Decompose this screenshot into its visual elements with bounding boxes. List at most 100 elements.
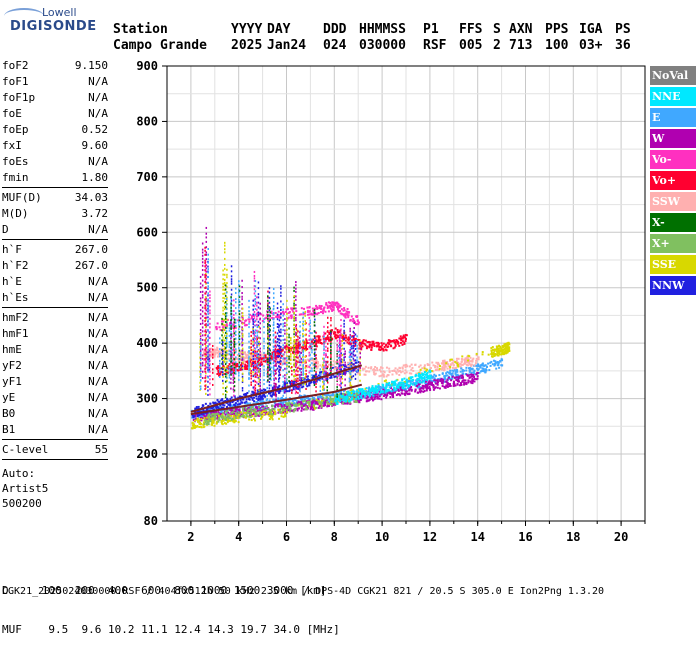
echo-streak-point xyxy=(235,292,237,294)
data-point-nne xyxy=(351,398,353,400)
data-point-nnw xyxy=(256,398,258,400)
data-point-w xyxy=(385,397,387,399)
data-point-e xyxy=(438,374,440,376)
echo-streak-point xyxy=(288,344,290,346)
data-point-ssw xyxy=(328,364,330,366)
data-point-w xyxy=(431,384,433,386)
x-tick-label: 20 xyxy=(614,530,628,544)
echo-streak-point xyxy=(233,330,235,332)
data-point-vo- xyxy=(217,322,219,324)
data-point-x- xyxy=(283,407,285,409)
data-point-ssw xyxy=(453,364,455,366)
echo-streak-point xyxy=(239,355,241,357)
data-point-x- xyxy=(265,409,267,411)
data-point-x- xyxy=(317,400,319,402)
echo-streak-point xyxy=(325,364,327,366)
data-point-w xyxy=(318,407,320,409)
data-point-nnw xyxy=(284,383,286,385)
data-point-vo- xyxy=(301,307,303,309)
data-point-nnw xyxy=(271,395,273,397)
data-point-nne xyxy=(424,376,426,378)
data-point-w xyxy=(298,407,300,409)
data-point-e xyxy=(380,388,382,390)
data-point-e xyxy=(487,363,489,365)
data-point-vo- xyxy=(364,343,366,345)
data-point-vo- xyxy=(260,359,262,361)
data-point-ssw xyxy=(379,369,381,371)
data-point-x- xyxy=(301,405,303,407)
data-point-x- xyxy=(258,411,260,413)
y-tick-label: 900 xyxy=(136,59,158,73)
data-point-vo- xyxy=(282,311,284,313)
echo-streak-point xyxy=(222,376,224,378)
data-point-vo- xyxy=(229,363,231,365)
data-point-x- xyxy=(279,411,281,413)
data-point-e xyxy=(480,370,482,372)
echo-streak-point xyxy=(343,323,345,325)
echo-streak-point xyxy=(258,302,260,304)
data-point-nne xyxy=(427,377,429,379)
data-point-e xyxy=(484,371,486,373)
data-point-w xyxy=(224,414,226,416)
data-point-w xyxy=(429,388,431,390)
data-point-sse xyxy=(498,345,500,347)
echo-streak-point xyxy=(295,281,297,283)
data-point-w xyxy=(469,381,471,383)
data-point-w xyxy=(426,385,428,387)
data-point-x- xyxy=(323,399,325,401)
data-point-vo- xyxy=(345,337,347,339)
echo-streak-point xyxy=(235,348,237,350)
data-point-sse xyxy=(491,353,493,355)
data-point-vo- xyxy=(244,320,246,322)
data-point-sse xyxy=(200,423,202,425)
data-point-nnw xyxy=(237,400,239,402)
echo-streak-point xyxy=(305,370,307,372)
data-point-w xyxy=(461,377,463,379)
data-point-sse xyxy=(269,418,271,420)
data-point-w xyxy=(442,383,444,385)
data-point-nne xyxy=(346,391,348,393)
data-point-w xyxy=(380,398,382,400)
data-point-w xyxy=(476,373,478,375)
data-point-vo- xyxy=(320,342,322,344)
data-point-x- xyxy=(342,402,344,404)
data-point-nnw xyxy=(246,392,248,394)
data-point-nne xyxy=(386,383,388,385)
data-point-vo- xyxy=(328,301,330,303)
data-point-x- xyxy=(226,410,228,412)
echo-streak-point xyxy=(235,312,237,314)
data-point-vo- xyxy=(322,312,324,314)
data-point-nne xyxy=(374,389,376,391)
data-point-w xyxy=(473,376,475,378)
echo-streak-point xyxy=(349,363,351,365)
echo-streak-point xyxy=(221,318,223,320)
data-point-sse xyxy=(503,352,505,354)
data-point-ssw xyxy=(427,364,429,366)
echo-streak-point xyxy=(343,338,345,340)
echo-streak-point xyxy=(229,366,231,368)
data-point-e xyxy=(382,386,384,388)
data-point-ssw xyxy=(442,363,444,365)
echo-streak-point xyxy=(205,362,207,364)
echo-streak-point xyxy=(305,388,307,390)
data-point-vo- xyxy=(244,366,246,368)
echo-streak-point xyxy=(239,313,241,315)
echo-streak-point xyxy=(235,356,237,358)
echo-streak-point xyxy=(229,381,231,383)
data-point-x- xyxy=(250,408,252,410)
data-point-vo- xyxy=(337,329,339,331)
data-point-nnw xyxy=(306,385,308,387)
echo-streak-point xyxy=(206,241,208,243)
data-point-sse xyxy=(316,399,318,401)
data-point-ssw xyxy=(383,374,385,376)
echo-streak-point xyxy=(263,369,265,371)
data-point-e xyxy=(479,366,481,368)
echo-streak-point xyxy=(263,359,265,361)
data-point-e xyxy=(478,368,480,370)
data-point-ssw xyxy=(461,361,463,363)
data-point-vo- xyxy=(262,315,264,317)
echo-streak-point xyxy=(230,388,232,390)
data-point-x- xyxy=(245,414,247,416)
data-point-e xyxy=(499,360,501,362)
echo-streak-point xyxy=(343,342,345,344)
